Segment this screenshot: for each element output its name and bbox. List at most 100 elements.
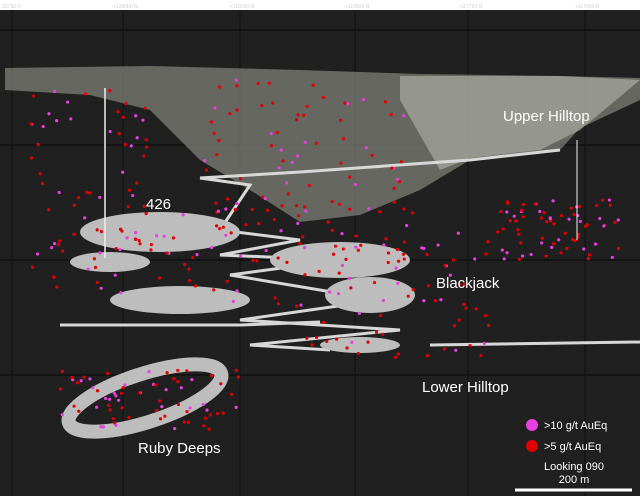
assay-point bbox=[389, 112, 393, 117]
assay-point bbox=[335, 337, 339, 341]
assay-point bbox=[305, 104, 309, 109]
assay-point bbox=[439, 298, 443, 302]
assay-point bbox=[479, 353, 483, 358]
assay-point bbox=[276, 302, 281, 306]
assay-point bbox=[214, 201, 218, 205]
assay-point bbox=[165, 370, 169, 375]
assay-point bbox=[203, 416, 208, 420]
assay-point bbox=[305, 336, 309, 340]
assay-point bbox=[578, 219, 582, 223]
assay-point bbox=[107, 403, 111, 408]
assay-point bbox=[348, 175, 352, 179]
assay-point bbox=[104, 396, 108, 401]
assay-point bbox=[411, 211, 415, 215]
assay-point bbox=[235, 108, 239, 112]
assay-point bbox=[128, 188, 132, 192]
orebody-426 bbox=[80, 212, 240, 252]
assay-point bbox=[273, 296, 277, 300]
assay-point bbox=[508, 219, 512, 223]
assay-point bbox=[598, 216, 602, 221]
assay-point bbox=[29, 122, 33, 126]
assay-point bbox=[120, 229, 124, 233]
assay-point bbox=[267, 81, 271, 85]
assay-point bbox=[263, 196, 267, 201]
assay-point bbox=[219, 382, 223, 386]
assay-point bbox=[79, 379, 83, 383]
assay-point bbox=[572, 213, 576, 217]
assay-point bbox=[236, 375, 241, 379]
assay-point bbox=[587, 253, 592, 257]
assay-point bbox=[551, 199, 555, 203]
assay-point bbox=[98, 195, 102, 200]
assay-point bbox=[392, 200, 396, 204]
assay-point bbox=[285, 260, 289, 264]
zone-label: Blackjack bbox=[436, 275, 500, 292]
assay-point bbox=[405, 223, 409, 228]
assay-point bbox=[576, 232, 581, 236]
assay-point bbox=[569, 206, 573, 210]
assay-point bbox=[350, 340, 354, 344]
assay-point bbox=[310, 343, 314, 347]
assay-point bbox=[607, 198, 611, 202]
legend-swatch bbox=[526, 419, 538, 431]
assay-point bbox=[514, 219, 518, 223]
assay-point bbox=[311, 83, 315, 87]
assay-point bbox=[149, 242, 154, 247]
assay-point bbox=[374, 330, 379, 334]
assay-point bbox=[188, 406, 192, 410]
assay-point bbox=[366, 340, 370, 344]
assay-point bbox=[456, 231, 460, 235]
assay-point bbox=[40, 181, 45, 186]
assay-point bbox=[295, 154, 300, 158]
orebody-blackjack bbox=[270, 242, 410, 278]
assay-point bbox=[35, 252, 40, 256]
assay-point bbox=[234, 405, 238, 409]
assay-point bbox=[538, 209, 542, 214]
assay-point bbox=[121, 170, 125, 174]
assay-point bbox=[187, 278, 192, 283]
assay-point bbox=[209, 374, 213, 378]
assay-point bbox=[212, 131, 216, 135]
assay-point bbox=[354, 234, 358, 238]
assay-point bbox=[55, 119, 59, 123]
assay-point bbox=[500, 248, 504, 252]
assay-point bbox=[215, 411, 219, 416]
assay-point bbox=[120, 406, 124, 410]
assay-point bbox=[91, 386, 95, 390]
ramp bbox=[429, 340, 640, 347]
assay-point bbox=[144, 138, 148, 142]
assay-point bbox=[330, 199, 334, 204]
assay-point bbox=[452, 324, 457, 328]
assay-point bbox=[340, 263, 345, 267]
orebody bbox=[110, 286, 250, 314]
assay-point bbox=[181, 213, 185, 217]
assay-point bbox=[557, 238, 561, 242]
assay-point bbox=[582, 247, 586, 251]
assay-point bbox=[367, 207, 371, 211]
assay-point bbox=[372, 281, 377, 285]
assay-point bbox=[349, 286, 353, 290]
assay-point bbox=[255, 259, 259, 263]
assay-point bbox=[567, 217, 571, 221]
assay-point bbox=[234, 78, 238, 82]
assay-point bbox=[275, 130, 279, 135]
assay-point bbox=[462, 302, 466, 306]
assay-point bbox=[95, 280, 99, 285]
assay-point bbox=[158, 399, 162, 403]
assay-point bbox=[191, 255, 195, 260]
assay-point bbox=[390, 166, 394, 170]
assay-point bbox=[610, 255, 614, 260]
assay-points bbox=[29, 78, 621, 431]
assay-point bbox=[353, 183, 358, 187]
assay-point bbox=[131, 193, 135, 198]
assay-point bbox=[505, 210, 509, 214]
orebody bbox=[70, 252, 150, 272]
assay-point bbox=[336, 292, 341, 296]
zone-label: Lower Hilltop bbox=[422, 379, 509, 396]
assay-point bbox=[338, 202, 342, 207]
assay-point bbox=[203, 158, 207, 163]
assay-point bbox=[303, 140, 307, 144]
assay-point bbox=[330, 228, 334, 232]
view-direction: Looking 090 bbox=[544, 461, 604, 473]
assay-point bbox=[426, 284, 430, 288]
